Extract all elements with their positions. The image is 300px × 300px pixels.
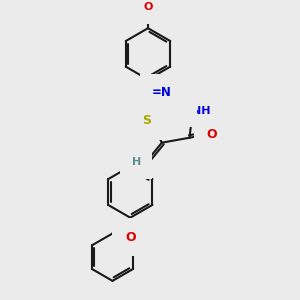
Text: O: O (125, 231, 136, 244)
Text: N: N (175, 98, 185, 111)
Text: O: O (207, 128, 217, 141)
Text: =N: =N (152, 86, 172, 99)
Text: NH: NH (192, 106, 211, 116)
Text: O: O (143, 2, 153, 13)
Text: H: H (132, 158, 141, 167)
Text: S: S (142, 115, 152, 128)
